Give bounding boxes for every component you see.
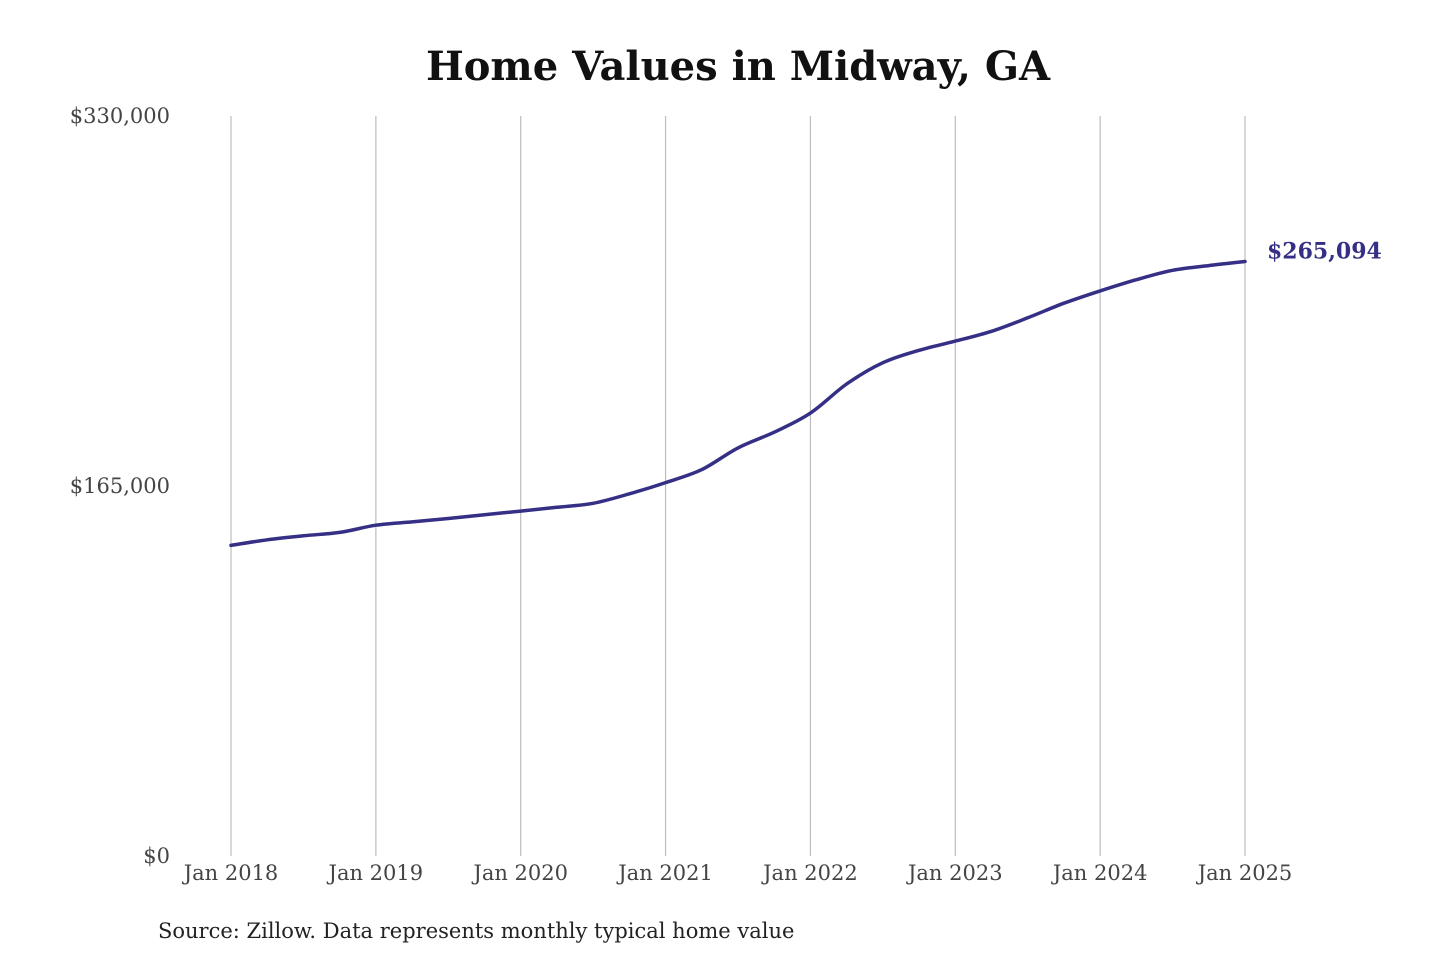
chart-title: Home Values in Midway, GA [426,43,1051,90]
x-tick-label: Jan 2019 [327,861,424,885]
x-axis-ticks: Jan 2018 Jan 2019 Jan 2020 Jan 2021 Jan 2022… [182,861,1293,885]
grid-lines [230,116,1246,856]
x-tick-label: Jan 2025 [1196,861,1293,885]
x-tick-label: Jan 2023 [906,861,1003,885]
y-axis-ticks: $0 $165,000 $330,000 [70,104,170,868]
x-tick-label: Jan 2020 [471,861,568,885]
y-tick-label: $0 [143,844,170,868]
series-layer [229,259,1247,548]
series-line [229,259,1247,548]
x-tick-label: Jan 2018 [182,861,279,885]
x-tick-label: Jan 2022 [761,861,858,885]
y-tick-label: $330,000 [70,104,170,128]
end-value-label: $265,094 [1267,239,1382,265]
source-note: Source: Zillow. Data represents monthly … [158,919,794,943]
x-tick-label: Jan 2024 [1051,861,1148,885]
x-tick-label: Jan 2021 [616,861,713,885]
y-tick-label: $165,000 [70,474,170,498]
